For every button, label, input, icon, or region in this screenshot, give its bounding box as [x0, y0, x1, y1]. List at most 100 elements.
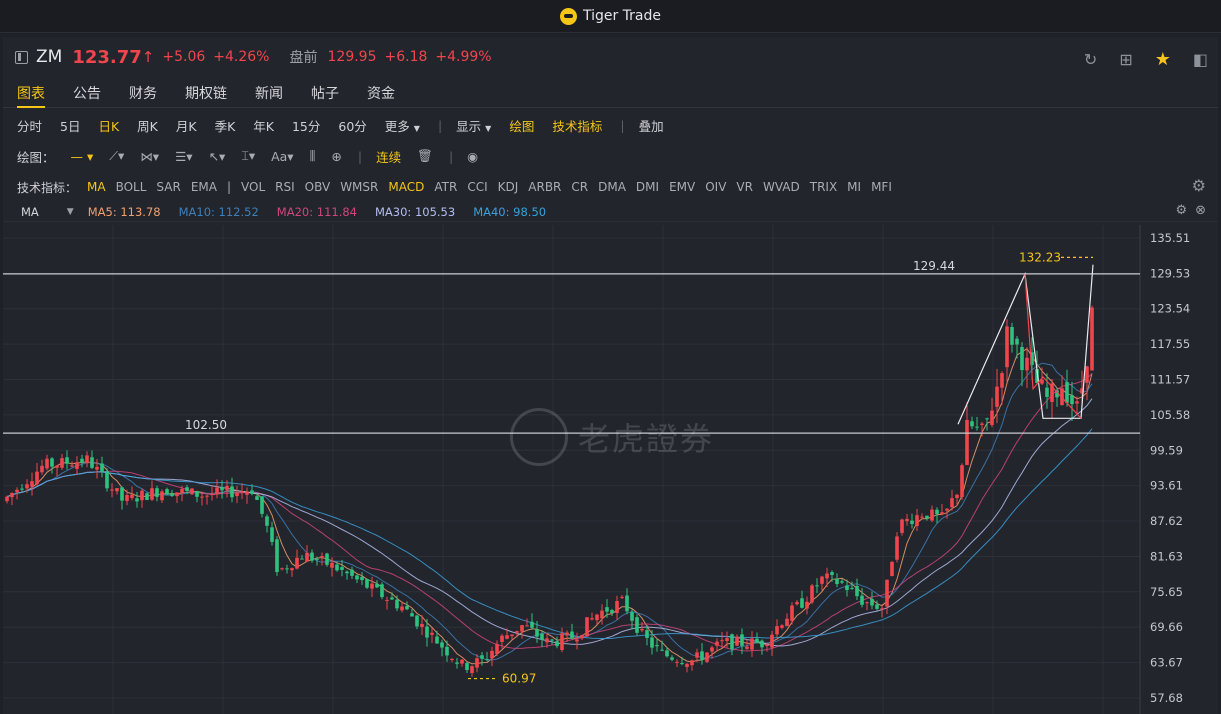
y-tick-label: 117.55 [1150, 337, 1190, 351]
candle-body [590, 618, 594, 620]
indicator-dmi[interactable]: DMI [635, 180, 660, 194]
candle-body [115, 488, 119, 492]
text-tool-icon[interactable]: Aa▾ [271, 148, 294, 164]
indicator-vol[interactable]: VOL [241, 180, 266, 194]
candle-body [100, 463, 104, 472]
candle-body [610, 610, 614, 614]
app-title: Tiger Trade [582, 8, 662, 24]
ma-legend: MA ▼ MA5: 113.78 MA10: 112.52 MA20: 111.… [3, 202, 1218, 222]
divider: | [357, 148, 363, 164]
indicator-settings-icon[interactable]: ⚙ [1191, 176, 1206, 195]
candle-body [205, 495, 209, 497]
indicator-wvad[interactable]: WVAD [762, 180, 800, 194]
polyline-icon[interactable]: ⋈▾ [140, 148, 160, 164]
period-60min[interactable]: 60分 [338, 118, 367, 134]
line-style-icon[interactable]: — ▾ [70, 148, 94, 164]
tab-financials[interactable]: 财务 [129, 86, 157, 102]
candle-body [875, 604, 879, 609]
tab-news[interactable]: 新闻 [255, 86, 283, 102]
indicator-arbr[interactable]: ARBR [528, 180, 562, 194]
candle-body [300, 558, 304, 560]
period-more-dropdown[interactable]: 更多 ▼ [384, 118, 420, 134]
show-dropdown[interactable]: 显示 ▼ [456, 118, 492, 134]
candle-body [1065, 382, 1069, 403]
candle-body [355, 575, 359, 580]
overlay-button[interactable]: 叠加 [638, 118, 664, 134]
candle-body [30, 481, 34, 487]
zoom-icon[interactable]: ⊕ [331, 148, 342, 164]
indicator-ma[interactable]: MA [87, 180, 106, 194]
indicator-ema[interactable]: EMA [190, 180, 217, 194]
candle-body [970, 421, 974, 427]
period-monthly[interactable]: 月K [175, 118, 197, 134]
panel-toggle-icon[interactable]: ◧ [1192, 50, 1208, 69]
candle-body [700, 651, 704, 660]
indicator-atr[interactable]: ATR [434, 180, 458, 194]
trash-icon[interactable]: 🗑 [417, 148, 433, 163]
candle-body [85, 455, 89, 464]
bars-icon[interactable]: ⫼ [309, 148, 316, 163]
chevron-down-icon[interactable]: ▼ [66, 206, 74, 217]
grid-icon[interactable]: ⊞ [1119, 50, 1133, 69]
candle-body [580, 634, 584, 639]
favorite-star-icon[interactable]: ★ [1154, 49, 1171, 70]
period-intraday[interactable]: 分时 [17, 118, 43, 134]
indicator-rsi[interactable]: RSI [275, 180, 295, 194]
indicator-wmsr[interactable]: WMSR [340, 180, 379, 194]
y-tick-label: 135.51 [1150, 231, 1190, 245]
candle-body [985, 418, 989, 420]
indicators-toggle[interactable]: 技术指标 [552, 118, 603, 134]
indicator-obv[interactable]: OBV [304, 180, 331, 194]
candle-body [760, 640, 764, 648]
candle-body [630, 612, 634, 621]
tab-option-chain[interactable]: 期权链 [185, 86, 227, 102]
price-chart[interactable]: 135.51 129.53 123.54 117.55 111.57 105.58 99.5… [3, 225, 1218, 714]
refresh-icon[interactable]: ↻ [1083, 50, 1098, 69]
period-yearly[interactable]: 年K [253, 118, 274, 134]
tab-capital[interactable]: 资金 [367, 86, 395, 102]
candle-body [575, 639, 579, 642]
tab-posts[interactable]: 帖子 [311, 86, 339, 102]
indicator-sar[interactable]: SAR [156, 180, 181, 194]
indicator-emv[interactable]: EMV [669, 180, 696, 194]
indicator-kdj[interactable]: KDJ [497, 180, 519, 194]
candle-body [320, 555, 324, 557]
ma-settings-icon[interactable]: ⚙ [1175, 203, 1188, 218]
candle-body [930, 509, 934, 521]
candle-body [460, 659, 464, 664]
draw-toggle[interactable]: 绘图 [509, 118, 535, 134]
close-icon[interactable]: ⊗ [1195, 203, 1206, 218]
measure-icon[interactable]: ⌶▾ [241, 148, 256, 163]
indicator-cci[interactable]: CCI [467, 180, 488, 194]
indicator-dma[interactable]: DMA [598, 180, 626, 194]
indicator-boll[interactable]: BOLL [115, 180, 147, 194]
period-daily[interactable]: 日K [98, 118, 120, 134]
indicator-vr[interactable]: VR [736, 180, 753, 194]
ma-selector[interactable]: MA [21, 204, 39, 219]
candle-body [5, 496, 9, 502]
sidebar-toggle-icon[interactable] [15, 50, 28, 64]
indicator-oiv[interactable]: OIV [705, 180, 727, 194]
trendline-icon[interactable]: ⟋▾ [109, 148, 125, 163]
indicator-mfi[interactable]: MFI [871, 180, 892, 194]
continuous-toggle[interactable]: 连续 [376, 149, 402, 165]
candle-body [455, 662, 459, 664]
period-quarterly[interactable]: 季K [214, 118, 236, 134]
indicator-trix[interactable]: TRIX [809, 180, 838, 194]
candle-body [615, 601, 619, 614]
fib-lines-icon[interactable]: ☰▾ [175, 148, 193, 164]
eye-icon[interactable]: ◉ [467, 148, 479, 164]
tab-announcements[interactable]: 公告 [73, 86, 101, 102]
indicator-cr[interactable]: CR [571, 180, 589, 194]
premarket-price: 129.95 [327, 49, 377, 65]
tab-chart[interactable]: 图表 [17, 77, 45, 108]
period-5day[interactable]: 5日 [60, 118, 81, 134]
period-15min[interactable]: 15分 [291, 118, 321, 134]
period-weekly[interactable]: 周K [137, 118, 158, 134]
candle-body [255, 496, 259, 500]
arrow-tool-icon[interactable]: ↖▾ [208, 148, 226, 164]
indicator-macd[interactable]: MACD [388, 180, 425, 194]
candle-body [170, 493, 174, 496]
ma10-line [6, 362, 1093, 661]
indicator-mi[interactable]: MI [847, 180, 862, 194]
